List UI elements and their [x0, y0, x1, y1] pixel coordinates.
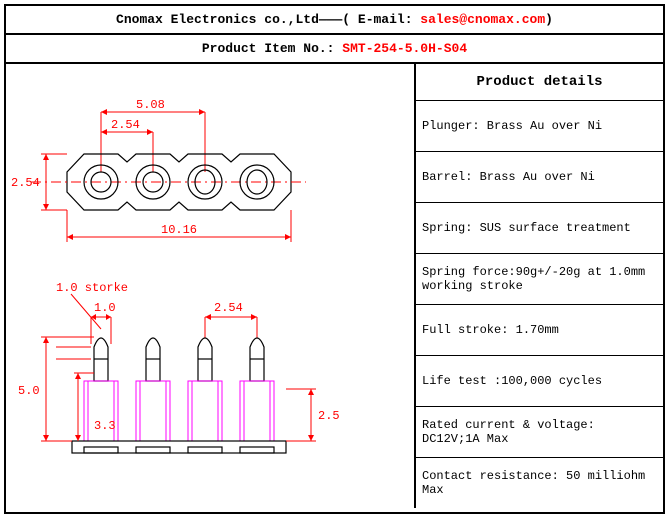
detail-life-test: Life test :100,000 cycles — [416, 356, 663, 407]
detail-full-stroke: Full stroke: 1.70mm — [416, 305, 663, 356]
dim-1-0: 1.0 — [94, 301, 116, 315]
item-label: Product Item No.: — [202, 41, 342, 56]
details-title: Product details — [416, 64, 663, 101]
detail-spring-force: Spring force:90g+/-20g at 1.0mm working … — [416, 254, 663, 305]
detail-plunger: Plunger: Brass Au over Ni — [416, 101, 663, 152]
company-suffix: ) — [545, 12, 553, 27]
part-number: SMT-254-5.0H-S04 — [342, 41, 467, 56]
company-header: Cnomax Electronics co.,Ltd———( E-mail: s… — [6, 6, 663, 35]
drawing-area: 5.08 2.54 — [6, 64, 416, 508]
stroke-label: 1.0 storke — [56, 281, 128, 295]
dim-2-54-side: 2.54 — [214, 301, 243, 315]
company-name: Cnomax Electronics co.,Ltd———( E-mail: — [116, 12, 420, 27]
company-email: sales@cnomax.com — [420, 12, 545, 27]
dim-5-0: 5.0 — [18, 384, 40, 398]
dim-2-5: 2.5 — [318, 409, 340, 423]
item-row: Product Item No.: SMT-254-5.0H-S04 — [6, 35, 663, 64]
detail-spring: Spring: SUS surface treatment — [416, 203, 663, 254]
dim-height-2-54: 2.54 — [11, 176, 40, 190]
dim-5-08: 5.08 — [136, 98, 165, 112]
detail-contact-res: Contact resistance: 50 milliohm Max — [416, 458, 663, 508]
detail-barrel: Barrel: Brass Au over Ni — [416, 152, 663, 203]
dim-10-16: 10.16 — [161, 223, 197, 237]
dim-2-54-top: 2.54 — [111, 118, 140, 132]
details-column: Product details Plunger: Brass Au over N… — [416, 64, 663, 508]
dim-3-3: 3.3 — [94, 419, 116, 433]
detail-rated: Rated current & voltage: DC12V;1A Max — [416, 407, 663, 458]
